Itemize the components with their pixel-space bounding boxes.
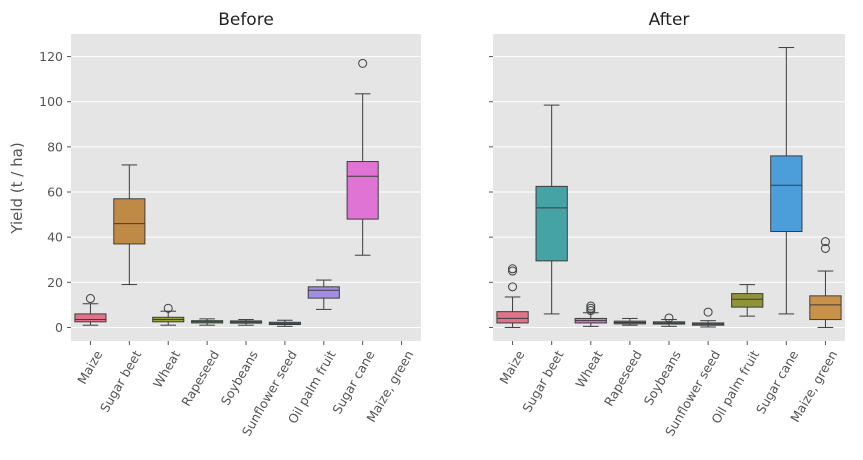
y-tick-label: 100 bbox=[39, 94, 63, 109]
y-tick-label: 20 bbox=[47, 275, 63, 290]
iqr-box bbox=[74, 313, 107, 323]
x-tick-label-soybeans: Soybeans bbox=[218, 348, 261, 408]
box-sunflower-seed bbox=[691, 307, 725, 328]
iqr-box bbox=[346, 161, 379, 220]
x-tick-label-rapeseed: Rapeseed bbox=[601, 348, 645, 409]
iqr-box bbox=[731, 293, 764, 308]
outlier-point bbox=[586, 303, 596, 313]
outlier-point bbox=[586, 306, 596, 316]
box-maize-green bbox=[809, 237, 842, 328]
x-tick-label-sugar-beet: Sugar beet bbox=[97, 348, 144, 415]
x-tick-label-wheat: Wheat bbox=[572, 348, 605, 391]
iqr-box bbox=[770, 155, 803, 233]
iqr-box bbox=[809, 295, 842, 321]
box-sugar-beet bbox=[535, 104, 568, 315]
x-tick-label-maize: Maize bbox=[496, 348, 527, 387]
y-tick-label: 120 bbox=[39, 49, 63, 64]
outlier-point bbox=[508, 266, 518, 276]
iqr-box bbox=[496, 311, 529, 324]
outlier-point bbox=[358, 58, 368, 68]
outlier-point bbox=[664, 313, 674, 323]
panel-title: Before bbox=[218, 10, 274, 30]
y-axis-label: Yield (t / ha) bbox=[8, 142, 26, 234]
box-soybeans bbox=[229, 319, 263, 326]
box-maize bbox=[496, 264, 529, 328]
box-oil-palm-fruit bbox=[307, 279, 340, 310]
iqr-box bbox=[113, 198, 146, 245]
x-tick-label-soybeans: Soybeans bbox=[641, 348, 684, 408]
y-tick-label: 80 bbox=[47, 139, 63, 154]
box-rapeseed bbox=[613, 317, 647, 326]
x-tick-label-rapeseed: Rapeseed bbox=[178, 348, 222, 409]
box-wheat bbox=[152, 303, 185, 326]
box-wheat bbox=[574, 301, 607, 327]
x-tick-label-wheat: Wheat bbox=[150, 348, 183, 391]
y-tick-label: 60 bbox=[47, 185, 63, 200]
outlier-point bbox=[820, 243, 830, 253]
box-sugar-cane bbox=[346, 58, 379, 256]
y-tick-label: 0 bbox=[55, 320, 63, 335]
outlier-point bbox=[508, 264, 518, 274]
box-oil-palm-fruit bbox=[731, 284, 764, 317]
outlier-point bbox=[85, 294, 95, 304]
iqr-box bbox=[535, 185, 568, 262]
panel-title: After bbox=[649, 10, 690, 30]
y-tick-label: 40 bbox=[47, 230, 63, 245]
outlier-point bbox=[703, 307, 713, 317]
iqr-box bbox=[307, 286, 340, 299]
box-rapeseed bbox=[191, 318, 224, 326]
box-sugar-beet bbox=[113, 164, 146, 286]
outlier-point bbox=[820, 237, 830, 247]
outlier-point bbox=[163, 303, 173, 313]
box-sugar-cane bbox=[770, 47, 803, 315]
x-tick-label-sugar-beet: Sugar beet bbox=[519, 348, 566, 415]
outlier-point bbox=[508, 282, 518, 292]
box-soybeans bbox=[652, 313, 686, 327]
box-maize bbox=[74, 294, 107, 326]
box-sunflower-seed bbox=[268, 319, 301, 327]
x-tick-label-maize: Maize bbox=[74, 348, 105, 387]
outlier-point bbox=[586, 301, 596, 311]
